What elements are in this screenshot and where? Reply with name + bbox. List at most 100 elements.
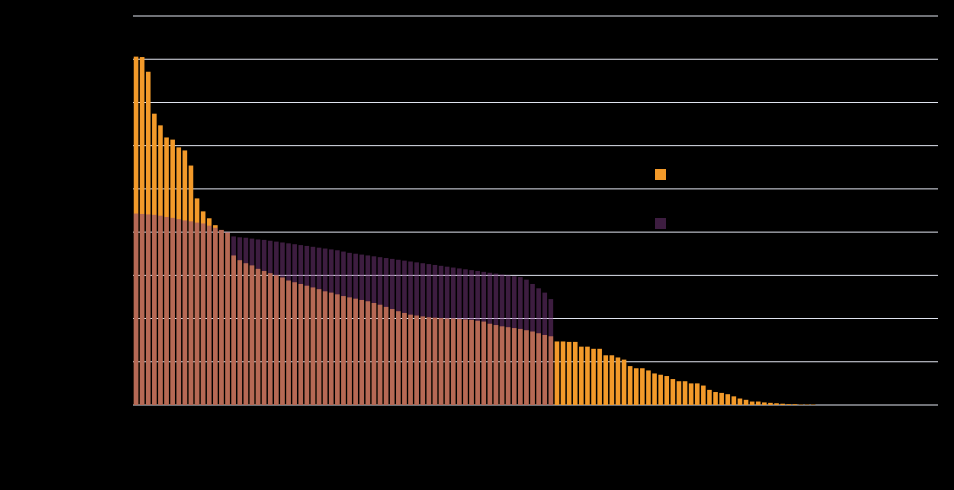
bar [475,271,480,405]
bar [389,258,395,405]
bar [176,219,182,405]
bar [542,292,548,405]
bar [359,254,365,405]
bar [438,265,444,405]
bar [139,213,145,405]
bar [463,269,468,405]
bar [725,394,731,405]
bar [243,237,249,405]
bar [213,227,218,405]
bar [432,264,438,405]
bar [530,283,535,405]
bar [353,253,358,405]
bar [566,341,572,405]
bar [298,245,304,405]
series [133,213,554,405]
bar [676,381,682,405]
series [133,56,816,406]
bar [713,392,718,405]
bar [554,341,560,405]
bar [206,225,212,405]
bar [762,402,767,405]
bar [292,244,297,405]
bar [579,346,584,405]
bar [225,232,230,405]
bar [328,249,334,405]
bar [231,236,236,405]
bar [682,381,688,405]
bar [499,274,505,405]
bar [255,239,261,405]
bar [737,398,743,405]
bar [280,242,285,405]
bar [603,355,609,405]
bar [261,239,267,405]
bar [194,222,200,405]
bar [408,261,413,405]
bar [383,258,389,405]
bar [493,273,499,405]
legend-swatch [655,169,666,180]
bar [731,396,737,405]
bar [487,272,493,405]
bar [548,299,554,405]
bar [518,277,523,405]
bar [585,346,590,405]
bar [469,270,474,405]
bar [414,262,419,405]
bar [249,238,255,405]
bar [627,366,633,405]
bar [145,214,151,405]
bar [457,268,462,405]
bar [621,359,627,405]
bar [560,341,566,405]
bar [170,217,175,405]
bar [707,389,712,405]
bar [420,263,426,405]
bar [633,368,639,405]
bar [371,256,377,405]
bar [688,383,694,405]
bar [780,403,785,405]
bar [640,368,645,405]
bar [658,374,663,405]
bar [310,246,316,405]
bar [286,243,291,405]
bar [158,215,163,405]
bar [536,288,541,405]
bar [572,341,578,405]
bar [396,259,401,405]
bar [743,399,749,405]
bar [402,260,407,405]
bar [450,267,456,405]
bar [322,248,328,405]
bar [774,403,779,405]
bar [755,401,761,405]
bar [377,257,383,405]
bar [646,370,651,405]
bar [719,392,724,405]
bar [481,271,487,405]
bar [237,237,243,405]
bar [652,373,657,405]
bar [200,223,206,405]
bar [304,245,310,405]
bar [341,251,346,405]
bar [524,279,529,405]
bar [267,240,273,405]
bar [505,275,511,405]
bar [664,376,670,405]
bar [347,252,352,405]
bar [511,276,517,405]
bar [694,383,700,405]
bar [316,247,322,405]
bar [133,213,139,405]
bar [164,216,169,405]
bar [792,404,798,405]
bar [152,214,157,405]
bar [670,379,676,405]
bar [444,266,450,405]
bar [768,402,773,405]
